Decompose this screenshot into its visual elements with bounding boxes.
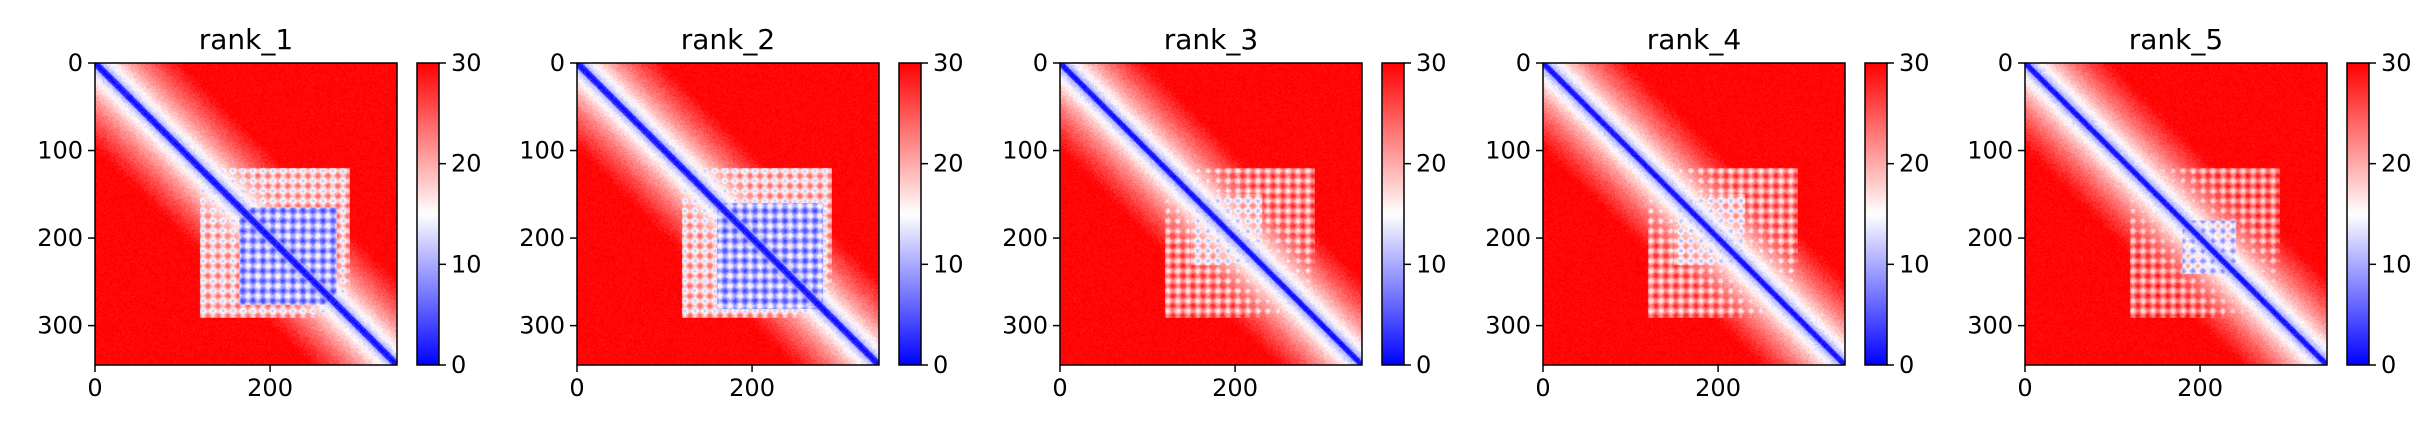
plot-frame xyxy=(576,62,880,366)
y-tick-label: 0 xyxy=(1033,49,1048,77)
y-tick-label: 200 xyxy=(1485,224,1531,252)
y-tick-label: 100 xyxy=(519,137,565,165)
x-tick-label: 0 xyxy=(1535,374,1550,402)
colorbar-tick-label: 0 xyxy=(1416,351,1431,379)
y-tick-label: 0 xyxy=(550,49,565,77)
colorbar-tick-label: 10 xyxy=(451,250,482,278)
panel-title: rank_4 xyxy=(1647,23,1741,56)
heatmap-image xyxy=(577,63,879,365)
y-tick-label: 300 xyxy=(519,312,565,340)
colorbar-tick-label: 30 xyxy=(451,49,482,77)
heatmap-image xyxy=(95,63,397,365)
colorbar-tick-label: 20 xyxy=(451,150,482,178)
colorbar-tick-label: 10 xyxy=(1416,250,1447,278)
panel-title: rank_1 xyxy=(199,23,293,56)
colorbar-tick-label: 0 xyxy=(451,351,466,379)
colorbar xyxy=(898,62,922,366)
y-tick-label: 200 xyxy=(1967,224,2013,252)
plot-frame xyxy=(1542,62,1846,366)
heatmap-panel-1: rank_1 0 200 0 100 200 300 0 10 20 30 xyxy=(37,23,481,402)
colorbar-tick-label: 0 xyxy=(1899,351,1914,379)
y-tick-label: 300 xyxy=(1002,312,1048,340)
heatmap-panel-5: rank_5 0 200 0 100 200 300 0 10 20 30 xyxy=(1967,23,2411,402)
colorbar-tick-label: 10 xyxy=(2381,250,2412,278)
x-tick-label: 0 xyxy=(569,374,584,402)
y-tick-label: 300 xyxy=(1967,312,2013,340)
panel-title: rank_2 xyxy=(681,23,775,56)
y-tick-label: 100 xyxy=(1967,137,2013,165)
colorbar xyxy=(1381,62,1405,366)
x-tick-label: 200 xyxy=(1212,374,1258,402)
y-tick-label: 100 xyxy=(37,137,83,165)
colorbar xyxy=(416,62,440,366)
x-tick-label: 0 xyxy=(87,374,102,402)
colorbar xyxy=(1864,62,1888,366)
heatmap-image xyxy=(1543,63,1845,365)
heatmap-panel-3: rank_3 0 200 0 100 200 300 0 10 20 30 xyxy=(1002,23,1446,402)
x-tick-label: 200 xyxy=(1695,374,1741,402)
x-tick-label: 0 xyxy=(1052,374,1067,402)
heatmap-image xyxy=(2025,63,2327,365)
colorbar-tick-label: 20 xyxy=(2381,150,2412,178)
x-tick-label: 200 xyxy=(247,374,293,402)
colorbar-tick-label: 0 xyxy=(933,351,948,379)
y-tick-label: 200 xyxy=(519,224,565,252)
panel-title: rank_5 xyxy=(2129,23,2223,56)
heatmap-panel-4: rank_4 0 200 0 100 200 300 0 10 20 30 xyxy=(1485,23,1929,402)
y-tick-label: 0 xyxy=(1998,49,2013,77)
colorbar-tick-label: 20 xyxy=(1899,150,1930,178)
heatmap-panel-2: rank_2 0 200 0 100 200 300 0 10 20 30 xyxy=(519,23,963,402)
panel-title: rank_3 xyxy=(1164,23,1258,56)
plot-frame xyxy=(1059,62,1363,366)
colorbar-tick-label: 10 xyxy=(1899,250,1930,278)
y-tick-label: 200 xyxy=(1002,224,1048,252)
colorbar-tick-label: 30 xyxy=(2381,49,2412,77)
y-tick-label: 300 xyxy=(1485,312,1531,340)
x-tick-label: 200 xyxy=(2177,374,2223,402)
x-tick-label: 200 xyxy=(729,374,775,402)
colorbar xyxy=(2346,62,2370,366)
colorbar-tick-label: 20 xyxy=(1416,150,1447,178)
y-tick-label: 100 xyxy=(1485,137,1531,165)
colorbar-tick-label: 10 xyxy=(933,250,964,278)
plot-frame xyxy=(94,62,398,366)
heatmap-image xyxy=(1060,63,1362,365)
y-tick-label: 200 xyxy=(37,224,83,252)
y-tick-label: 0 xyxy=(68,49,83,77)
y-tick-label: 300 xyxy=(37,312,83,340)
colorbar-tick-label: 30 xyxy=(1416,49,1447,77)
colorbar-tick-label: 30 xyxy=(1899,49,1930,77)
y-tick-label: 100 xyxy=(1002,137,1048,165)
y-tick-label: 0 xyxy=(1516,49,1531,77)
colorbar-tick-label: 0 xyxy=(2381,351,2396,379)
x-tick-label: 0 xyxy=(2017,374,2032,402)
colorbar-tick-label: 30 xyxy=(933,49,964,77)
plot-frame xyxy=(2024,62,2328,366)
colorbar-tick-label: 20 xyxy=(933,150,964,178)
